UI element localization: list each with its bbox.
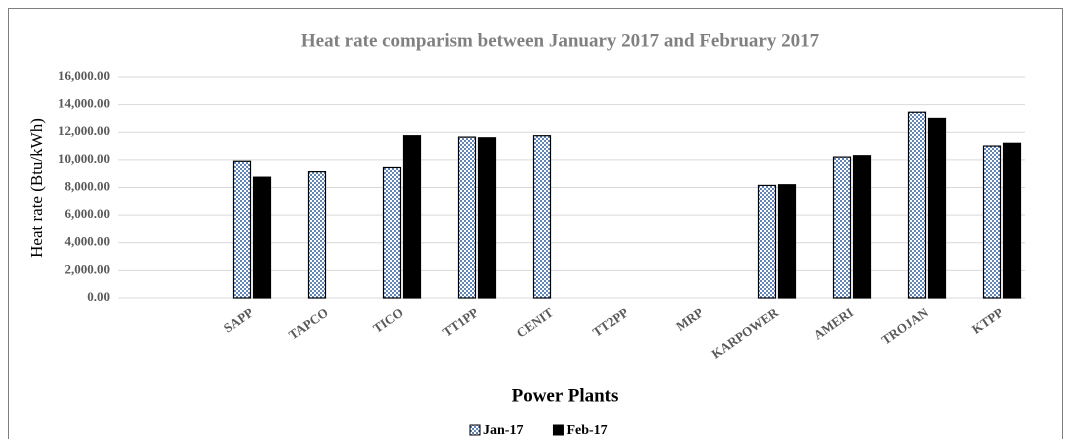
y-tick-label: 10,000.00 [58, 151, 110, 166]
bar [927, 117, 947, 299]
bar [1002, 142, 1022, 299]
bar [832, 156, 852, 299]
y-tick-label: 2,000.00 [65, 261, 111, 276]
y-tick-label: 14,000.00 [58, 96, 110, 111]
y-tick-label: 4,000.00 [65, 234, 111, 249]
y-tick-label: 12,000.00 [58, 123, 110, 138]
legend-swatch [469, 424, 481, 436]
bar [252, 176, 272, 299]
legend-label: Feb-17 [566, 423, 607, 438]
y-tick-label: 6,000.00 [65, 206, 111, 221]
y-tick-label: 8,000.00 [65, 178, 111, 193]
bar [477, 137, 497, 299]
y-tick-label: 16,000.00 [58, 68, 110, 83]
legend-label: Jan-17 [483, 423, 523, 438]
bar [382, 166, 402, 299]
y-axis-title: Heat rate (Btu/kWh) [27, 118, 46, 258]
bar [232, 160, 252, 299]
bar [307, 171, 327, 299]
legend-swatch [552, 424, 564, 436]
x-axis-title: Power Plants [512, 385, 619, 406]
bar [457, 136, 477, 299]
bar [402, 135, 422, 299]
chart-title: Heat rate comparism between January 2017… [301, 30, 820, 51]
bar [757, 184, 777, 299]
bar [982, 145, 1002, 299]
y-tick-label: 0.00 [87, 289, 110, 304]
bar [532, 135, 552, 299]
bar [777, 184, 797, 299]
bar [907, 111, 927, 299]
bar [852, 155, 872, 299]
